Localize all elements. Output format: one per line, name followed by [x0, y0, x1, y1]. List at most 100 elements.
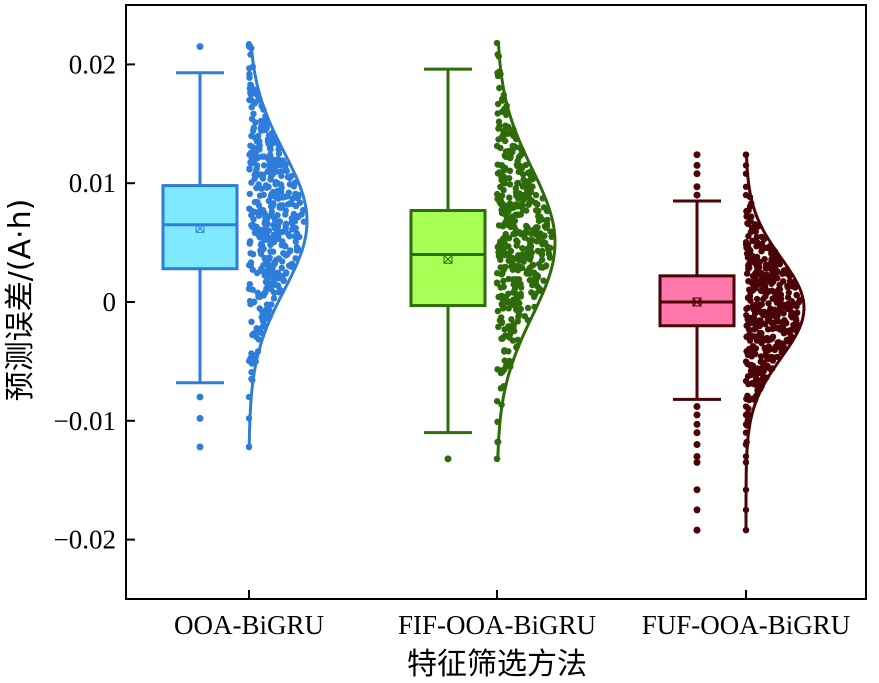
sample-point [253, 325, 260, 332]
sample-point [249, 266, 256, 273]
sample-point [532, 199, 539, 207]
sample-point [494, 190, 501, 198]
sample-point [540, 204, 548, 211]
sample-points [493, 39, 555, 463]
sample-point [255, 202, 263, 209]
sample-point [512, 276, 519, 283]
mean-marker-cross [692, 297, 702, 307]
sample-point [247, 159, 254, 166]
sample-point [285, 262, 293, 269]
sample-point [264, 136, 272, 143]
sample-point [493, 398, 501, 405]
outlier-point [693, 506, 701, 514]
sample-point [744, 242, 751, 250]
sample-point [245, 415, 253, 422]
sample-point [767, 366, 774, 373]
sample-point [523, 178, 530, 186]
sample-point [252, 173, 259, 180]
sample-point [515, 263, 522, 270]
sample-point [265, 197, 272, 205]
box [161, 184, 239, 271]
sample-point [533, 227, 540, 234]
sample-point [265, 166, 273, 174]
sample-point [246, 240, 253, 247]
sample-point [499, 305, 507, 312]
sample-point [514, 336, 522, 343]
sample-point [260, 162, 268, 169]
x-category-label: OOA-BiGRU [174, 610, 324, 640]
sample-point [774, 311, 781, 318]
sample-point [742, 377, 750, 385]
sample-point [742, 170, 750, 177]
series-group [161, 41, 309, 451]
sample-point [768, 273, 776, 280]
sample-point [248, 318, 255, 325]
sample-point [500, 235, 507, 242]
sample-point [493, 455, 501, 463]
sample-point [757, 353, 765, 360]
sample-point [745, 220, 752, 228]
sample-point [255, 181, 262, 188]
outlier-point [693, 441, 701, 449]
sample-point [744, 332, 752, 340]
sample-point [506, 298, 513, 305]
sample-point [498, 210, 506, 217]
sample-point [278, 264, 285, 272]
sample-point [272, 274, 279, 281]
sample-point [745, 395, 752, 402]
outlier-point [693, 161, 701, 169]
sample-point [519, 245, 526, 252]
sample-point [793, 292, 800, 299]
sample-point [512, 283, 519, 290]
mean-marker-cross [195, 223, 205, 233]
sample-point [793, 317, 800, 324]
sample-point [783, 320, 790, 327]
sample-point [269, 236, 276, 243]
sample-point [790, 311, 797, 319]
sample-point [247, 142, 254, 149]
sample-point [519, 202, 526, 209]
sample-point [509, 142, 516, 150]
sample-point [266, 307, 273, 314]
sample-point [515, 252, 522, 259]
sample-point [759, 364, 766, 372]
sample-point [782, 269, 789, 277]
sample-point [498, 271, 505, 278]
sample-point [245, 393, 253, 401]
sample-point [742, 183, 750, 190]
sample-point [760, 337, 767, 344]
sample-point [284, 230, 292, 237]
sample-point [780, 310, 787, 317]
y-axis: −0.02 −0.01 0 0.01 0.02 [54, 49, 135, 555]
sample-point [292, 255, 299, 262]
outlier-point [693, 526, 701, 534]
sample-point [536, 285, 543, 293]
x-axis: OOA-BiGRU FIF-OOA-BiGRU FUF-OOA-BiGRU [174, 590, 850, 640]
sample-point [258, 314, 265, 321]
sample-point [747, 247, 754, 254]
sample-point [747, 297, 754, 304]
sample-point [742, 526, 750, 534]
outlier-point [196, 443, 204, 451]
sample-point [534, 272, 541, 280]
sample-point [503, 102, 510, 110]
sample-point [780, 325, 787, 333]
outlier-point [196, 414, 204, 422]
sample-point [780, 278, 787, 285]
sample-point [277, 286, 284, 294]
sample-point [499, 334, 507, 341]
sample-points [245, 41, 308, 451]
sample-point [521, 234, 528, 241]
outlier-point [693, 458, 701, 466]
sample-point [742, 411, 750, 419]
sample-point [278, 188, 285, 196]
x-category-label: FIF-OOA-BiGRU [398, 610, 596, 640]
sample-point [753, 337, 761, 344]
sample-point [506, 334, 513, 341]
sample-point [532, 191, 540, 199]
sample-point [286, 248, 294, 255]
sample-point [277, 157, 284, 164]
outlier-point [196, 393, 204, 401]
sample-point [755, 322, 762, 329]
